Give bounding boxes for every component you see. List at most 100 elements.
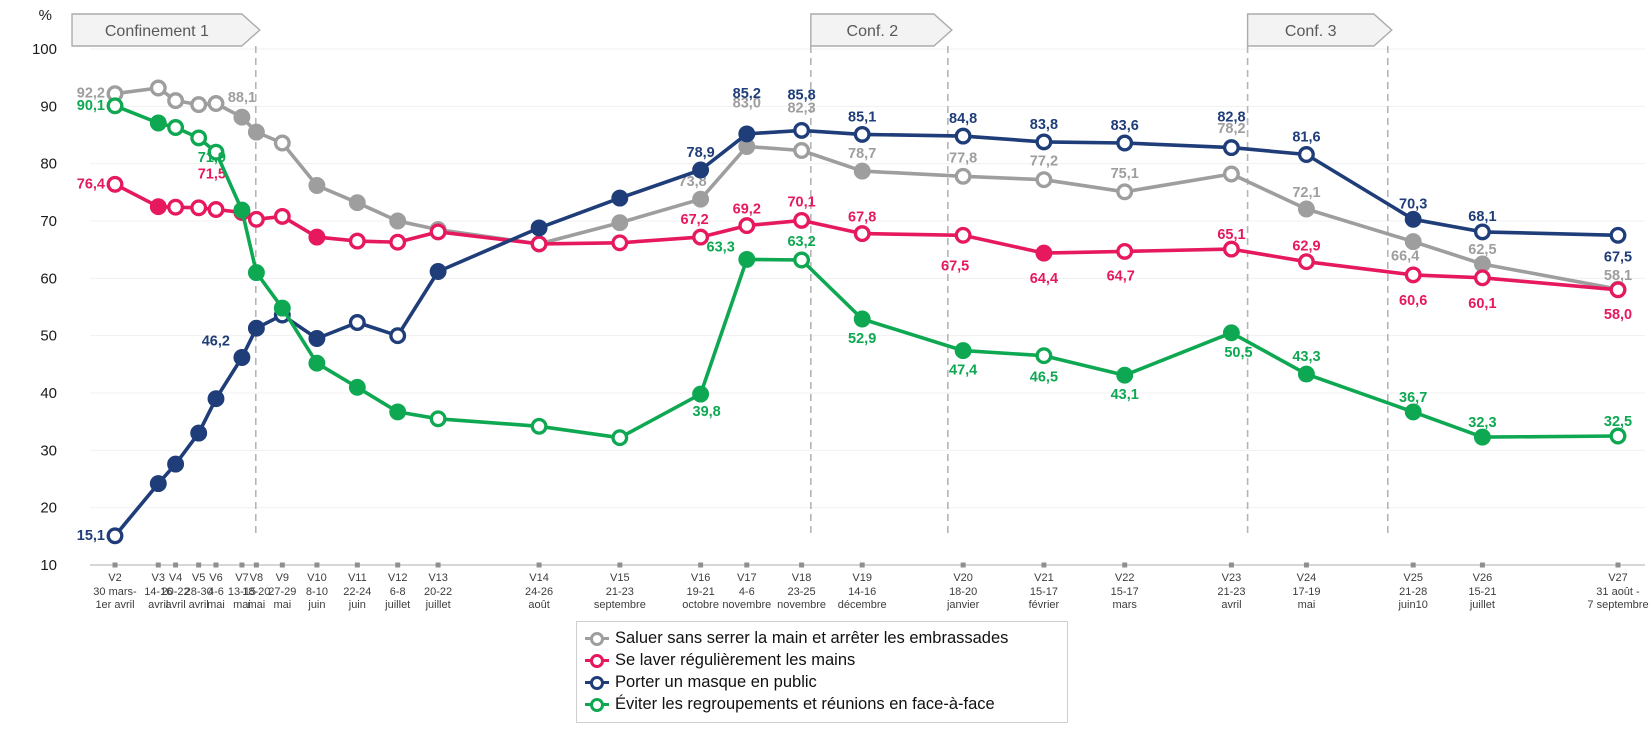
confinement-banner: [1246, 13, 1393, 47]
axis-tick-square: [253, 562, 259, 568]
axis-tick-square: [213, 562, 219, 568]
value-label: 78,2: [1217, 121, 1245, 137]
svg-text:28-30: 28-30: [185, 586, 213, 598]
svg-text:V16: V16: [691, 572, 711, 584]
confinement-annotation: Conf. 3: [1246, 13, 1393, 534]
axis-tick-square: [354, 562, 360, 568]
data-point-masque-V22: [1116, 134, 1134, 152]
svg-text:V11: V11: [348, 572, 367, 584]
svg-text:V18: V18: [792, 572, 812, 584]
data-point-eviter-V19: [853, 310, 871, 328]
data-point-laver-V5: [190, 199, 208, 217]
data-point-masque-V5: [190, 424, 208, 442]
data-point-eviter-V7: [233, 201, 251, 219]
data-point-masque-V6: [207, 390, 225, 408]
axis-tick-square: [1041, 562, 1047, 568]
data-point-laver-V4: [167, 198, 185, 216]
svg-text:novembre: novembre: [722, 599, 771, 611]
data-point-eviter-V27: [1609, 427, 1627, 445]
svg-text:24-26: 24-26: [525, 586, 553, 598]
data-point-masque-V21: [1035, 133, 1053, 151]
series-laver: 76,4 71,5 67,2 69,2 70,1 67,8 67,5 64,4 64,7 65,1…: [77, 166, 1632, 322]
value-labels-eviter: 90,1 71,9 39,8 63,3 63,2 52,9 47,4 46,5 43,1 50,5…: [77, 98, 1632, 431]
value-label: 75,1: [1111, 166, 1139, 182]
axis-tick-square: [1228, 562, 1234, 568]
data-point-saluer-V3: [149, 79, 167, 97]
data-point-laver-V26: [1473, 269, 1491, 287]
svg-text:20-22: 20-22: [162, 586, 190, 598]
value-label: 62,5: [1468, 242, 1496, 258]
confinement-annotation: Confinement 1: [71, 13, 261, 534]
value-label: 82,8: [1217, 110, 1245, 126]
svg-text:21-23: 21-23: [606, 586, 634, 598]
svg-text:21-28: 21-28: [1399, 586, 1427, 598]
svg-text:21-23: 21-23: [1217, 586, 1245, 598]
series-masque: 15,1 46,2 78,9 85,2 85,8 85,1 84,8 83,8 83,6 82,8…: [77, 86, 1632, 545]
confinement-banner-label: Confinement 1: [105, 23, 209, 40]
data-point-eviter-V6: [207, 143, 225, 161]
data-point-laver-V19: [853, 225, 871, 243]
svg-text:13-15: 13-15: [228, 586, 256, 598]
svg-text:31 août -: 31 août -: [1596, 586, 1640, 598]
value-label: 72,1: [1292, 185, 1320, 201]
data-point-masque-V25: [1404, 210, 1422, 228]
data-point-masque-V14: [530, 219, 548, 237]
data-point-saluer-V22: [1116, 183, 1134, 201]
data-point-laver-V17: [738, 217, 756, 235]
data-point-eviter-V11: [348, 378, 366, 396]
axis-tick-square: [1410, 562, 1416, 568]
svg-text:V24: V24: [1297, 572, 1317, 584]
svg-text:30 mars-: 30 mars-: [93, 586, 137, 598]
value-label: 43,1: [1111, 387, 1139, 403]
svg-text:20-22: 20-22: [424, 586, 452, 598]
svg-text:juillet: juillet: [384, 599, 410, 611]
value-label: 58,0: [1604, 307, 1632, 323]
data-point-eviter-V14: [530, 417, 548, 435]
svg-text:V7: V7: [235, 572, 248, 584]
svg-text:V10: V10: [307, 572, 327, 584]
value-label: 46,5: [1030, 370, 1058, 386]
svg-text:70: 70: [40, 213, 57, 230]
value-label: 84,8: [949, 111, 977, 127]
data-point-eviter-V8: [247, 264, 265, 282]
data-point-masque-V10: [308, 330, 326, 347]
value-label: 64,7: [1107, 268, 1135, 284]
data-point-laver-V13: [429, 223, 447, 241]
value-label: 50,5: [1224, 345, 1252, 361]
data-point-eviter-V13: [429, 410, 447, 428]
axis-tick-square: [314, 562, 320, 568]
axis-tick-square: [744, 562, 750, 568]
data-point-masque-V3: [149, 475, 167, 493]
svg-text:14-16: 14-16: [144, 586, 172, 598]
data-point-laver-V12: [389, 233, 407, 251]
data-point-saluer-V21: [1035, 171, 1053, 189]
axis-tick-square: [799, 562, 805, 568]
axis-tick-square: [112, 562, 118, 568]
data-point-saluer-V4: [167, 92, 185, 110]
svg-text:août: août: [528, 599, 549, 611]
confinement-banner: [810, 13, 953, 47]
value-label: 67,5: [1604, 249, 1632, 265]
value-label: 60,1: [1468, 296, 1496, 312]
data-point-masque-V7: [233, 349, 251, 366]
value-label: 67,2: [681, 212, 709, 228]
data-point-eviter-V9: [273, 299, 291, 317]
data-point-eviter-V24: [1297, 365, 1315, 383]
data-point-laver-V22: [1116, 242, 1134, 260]
data-point-eviter-V5: [190, 129, 208, 147]
svg-text:mai: mai: [207, 599, 225, 611]
data-point-masque-V2: [106, 527, 124, 545]
value-label: 77,2: [1030, 154, 1058, 170]
axis-tick-square: [196, 562, 202, 568]
data-point-laver-V2: [106, 175, 124, 193]
pink-open-circle-icon: [585, 653, 609, 668]
axis-tick-square: [960, 562, 966, 568]
value-label: 76,4: [77, 176, 105, 192]
